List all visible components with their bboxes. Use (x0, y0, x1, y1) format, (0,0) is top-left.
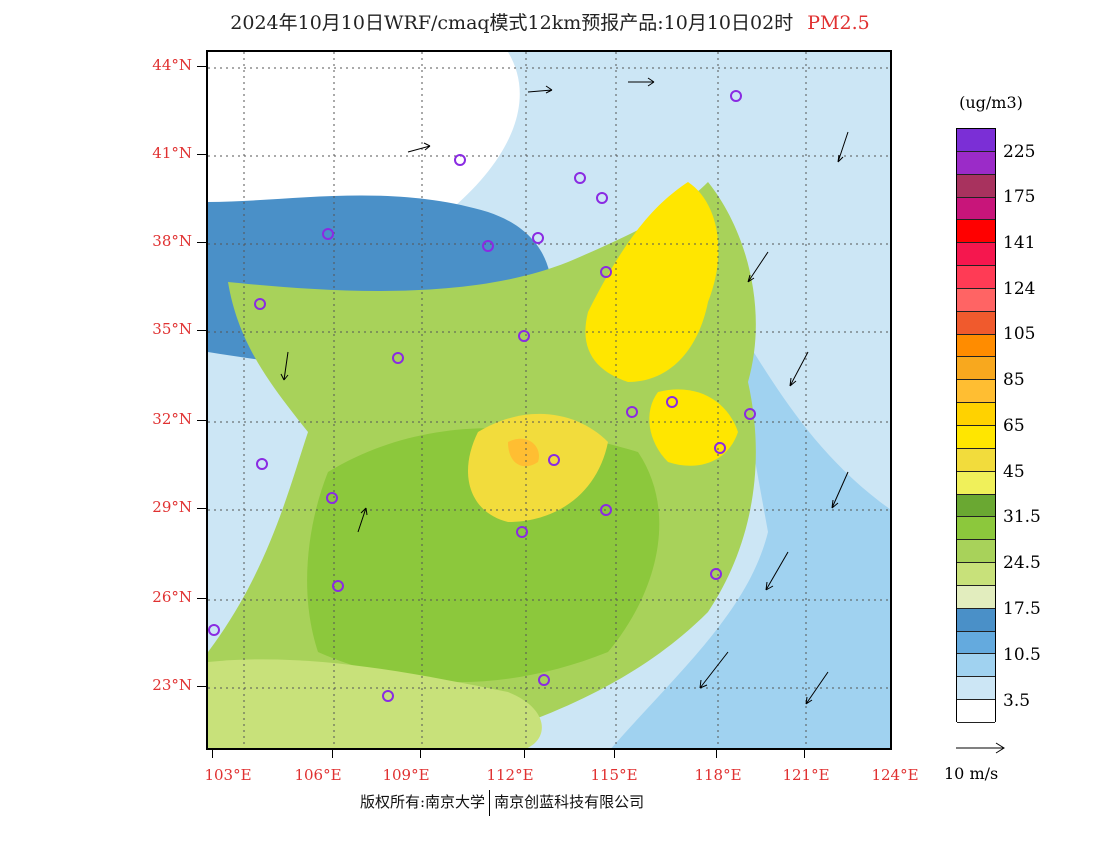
lon-label-121: 121°E (782, 766, 830, 784)
lon-label-124: 124°E (871, 766, 919, 784)
colorbar-swatch (957, 654, 995, 678)
lat-tick (197, 330, 206, 331)
lat-tick (197, 420, 206, 421)
colorbar-swatch (957, 700, 995, 723)
lat-label-23: 23°N (152, 676, 192, 694)
graticule (208, 52, 890, 748)
lat-tick (197, 242, 206, 243)
pollutant-label: PM2.5 (807, 12, 870, 34)
orange-spot (508, 438, 539, 467)
map-title: 2024年10月10日WRF/cmaq模式12km预报产品:10月10日02时 … (0, 8, 1100, 35)
colorbar-label: 85 (1003, 370, 1025, 390)
lon-label-106: 106°E (294, 766, 342, 784)
colorbar-swatch (957, 311, 995, 335)
copyright-text: 版权所有:南京大学 (360, 793, 486, 811)
colorbar-swatch (957, 631, 995, 655)
lon-tick (332, 750, 333, 758)
low-region-north (208, 52, 520, 233)
colorbar-label: 45 (1003, 462, 1025, 482)
lat-label-41: 41°N (152, 144, 192, 162)
lon-label-109: 109°E (382, 766, 430, 784)
colorbar-swatch (957, 380, 995, 404)
lon-label-103: 103°E (204, 766, 252, 784)
colorbar-label: 225 (1003, 142, 1036, 162)
colorbar-label: 17.5 (1003, 599, 1041, 619)
lat-label-26: 26°N (152, 588, 192, 606)
lon-label-118: 118°E (694, 766, 742, 784)
lat-tick (197, 66, 206, 67)
colorbar-label: 175 (1003, 187, 1036, 207)
wind-vectors (280, 77, 849, 705)
city-markers (208, 90, 756, 702)
lat-label-38: 38°N (152, 232, 192, 250)
company-text: 南京创蓝科技有限公司 (494, 793, 645, 811)
colorbar-label: 65 (1003, 416, 1025, 436)
colorbar-label: 24.5 (1003, 553, 1041, 573)
colorbar-swatch (957, 243, 995, 267)
colorbar-label: 10.5 (1003, 645, 1041, 665)
colorbar-swatch (957, 425, 995, 449)
lat-tick (197, 508, 206, 509)
lat-label-32: 32°N (152, 410, 192, 428)
pm25-map (206, 50, 892, 750)
lat-tick (197, 686, 206, 687)
lat-tick (197, 598, 206, 599)
wind-scale-arrow (956, 742, 1005, 754)
colorbar-unit: (ug/m3) (959, 93, 1023, 112)
colorbar-swatch (957, 517, 995, 541)
lat-label-35: 35°N (152, 320, 192, 338)
colorbar-swatch (957, 174, 995, 198)
colorbar-swatch (957, 151, 995, 175)
colorbar-swatch (957, 334, 995, 358)
colorbar-swatch (957, 197, 995, 221)
sea-field (611, 312, 890, 748)
lon-label-115: 115°E (590, 766, 638, 784)
colorbar-swatch (957, 288, 995, 312)
colorbar (956, 128, 996, 723)
lon-tick (212, 750, 213, 758)
south-field (208, 659, 542, 748)
lon-tick (420, 750, 421, 758)
colorbar-label: 124 (1003, 279, 1036, 299)
colorbar-swatch (957, 677, 995, 701)
lon-tick (524, 750, 525, 758)
colorbar-label: 141 (1003, 233, 1036, 253)
map-canvas (208, 52, 890, 748)
colorbar-swatch (957, 357, 995, 381)
colorbar-swatch (957, 563, 995, 586)
colorbar-swatch (957, 494, 995, 518)
colorbar-swatch (957, 129, 995, 152)
lon-tick (804, 750, 805, 758)
colorbar-swatch (957, 266, 995, 289)
title-text: 2024年10月10日WRF/cmaq模式12km预报产品:10月10日02时 (230, 12, 794, 34)
lon-label-112: 112°E (486, 766, 534, 784)
colorbar-swatch (957, 471, 995, 495)
colorbar-swatch (957, 403, 995, 426)
colorbar-swatch (957, 220, 995, 244)
yellow-north (585, 182, 719, 382)
colorbar-label: 31.5 (1003, 507, 1041, 527)
yellow-central (468, 413, 608, 522)
lon-tick (716, 750, 717, 758)
lon-tick (614, 750, 615, 758)
colorbar-swatch (957, 540, 995, 564)
footer-separator (489, 790, 491, 816)
copyright-footer: 版权所有:南京大学 南京创蓝科技有限公司 (360, 790, 644, 816)
colorbar-label: 105 (1003, 324, 1036, 344)
lat-label-29: 29°N (152, 498, 192, 516)
colorbar-swatch (957, 448, 995, 472)
wind-scale-label: 10 m/s (944, 764, 999, 783)
colorbar-label: 3.5 (1003, 691, 1031, 711)
lat-label-44: 44°N (152, 56, 192, 74)
lat-tick (197, 154, 206, 155)
colorbar-swatch (957, 585, 995, 609)
colorbar-swatch (957, 608, 995, 632)
